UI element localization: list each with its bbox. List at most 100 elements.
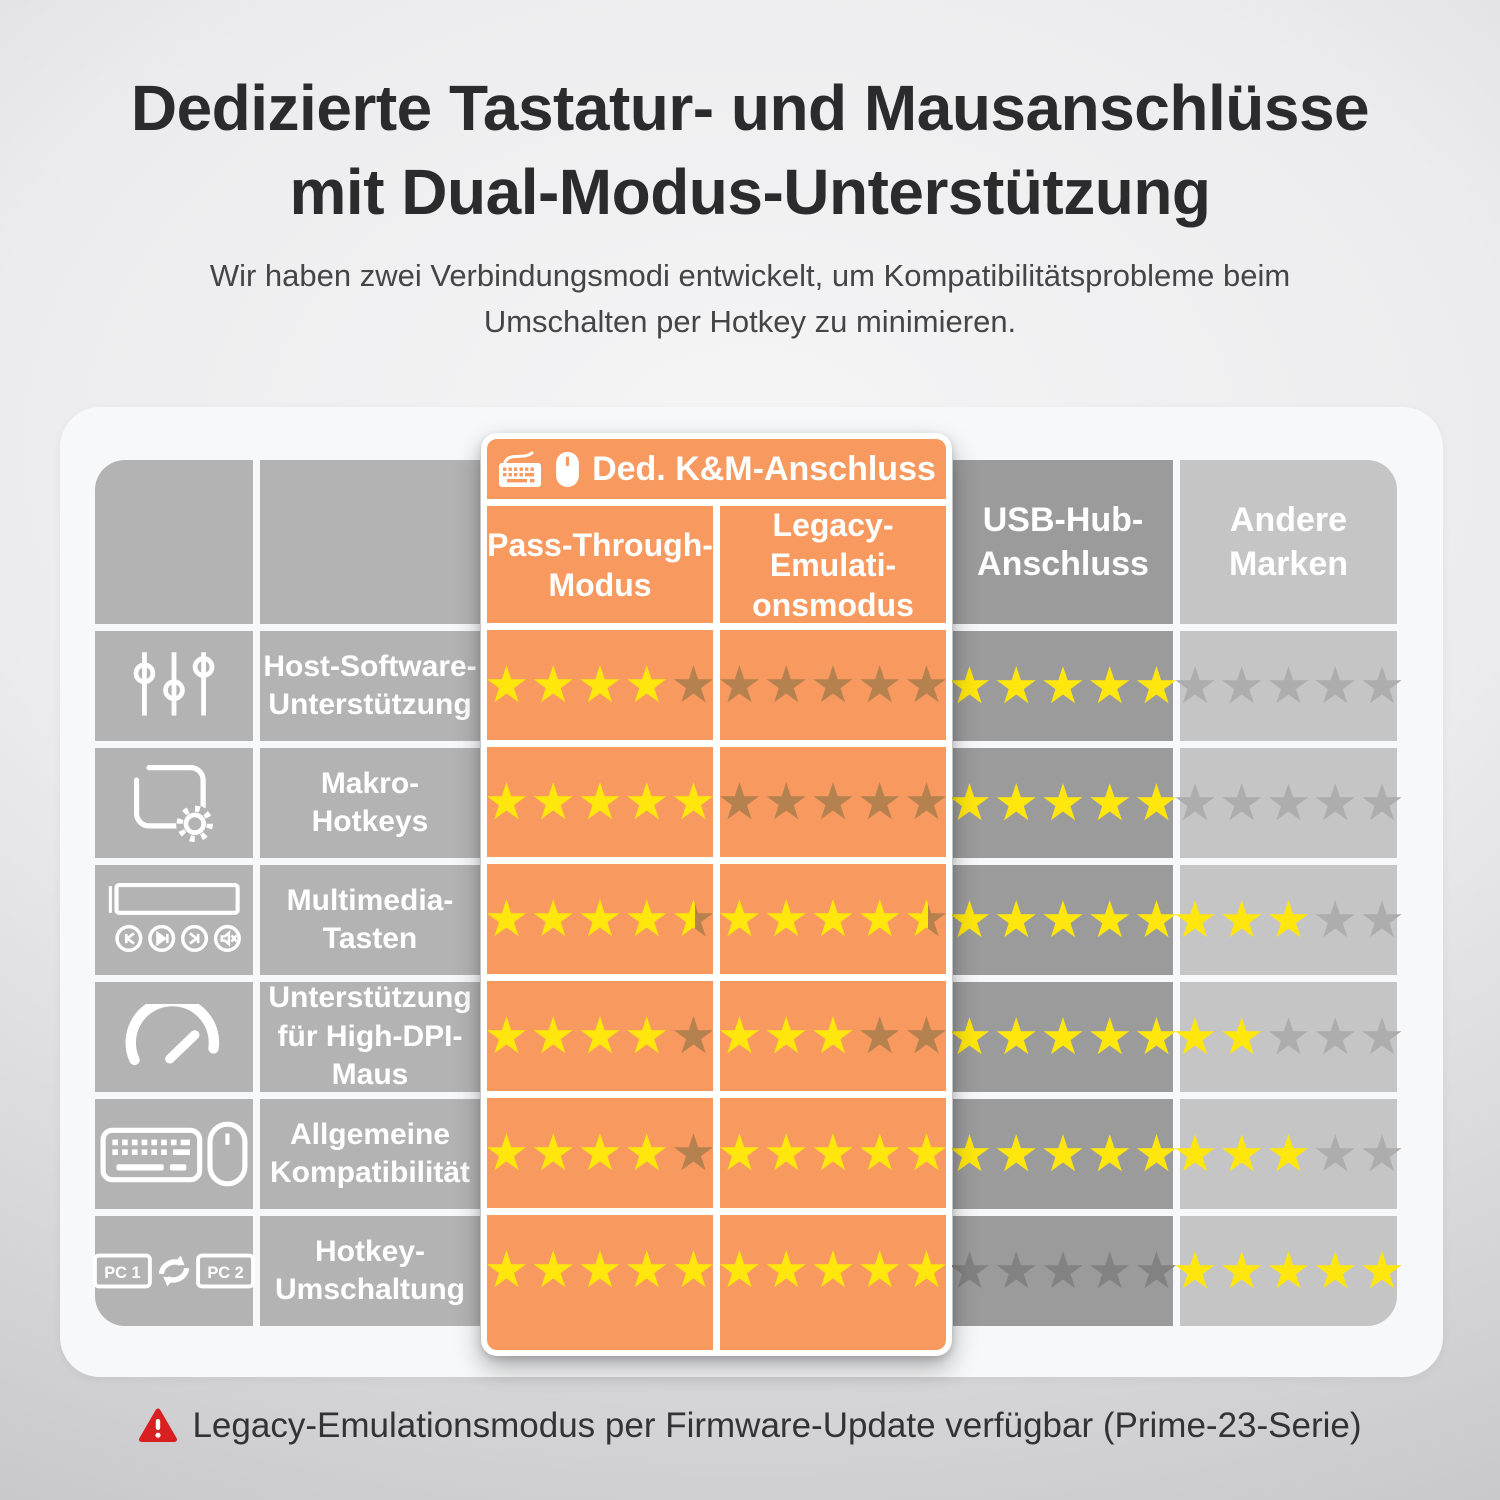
multimedia-keys-icon [106,881,242,959]
feature-label: Hotkey- Umschaltung [274,1234,466,1306]
star-icon: ★ [1359,656,1405,716]
header-spacer-icon-col [95,460,253,624]
keyboard-icon [497,449,543,489]
star-icon: ★ [1172,773,1218,833]
star-icon: ★ [903,1240,950,1300]
star-icon: ★ [623,1006,670,1066]
column-header-pass-through: Pass-Through- Modus [487,506,713,623]
star-icon: ★ [1312,890,1359,950]
star-icon: ★ [856,655,903,715]
column-header-usb-hub-label: USB-Hub- Anschluss [977,500,1149,583]
rating-cell-pass-through: ★ ★ ★ ★ ★ [484,747,716,857]
column-header-other-brands-label: Andere Marken [1228,500,1349,583]
star-icon: ★ [1040,1241,1086,1301]
svg-text:PC 1: PC 1 [104,1264,140,1282]
star-icon: ★ [763,1240,810,1300]
column-header-legacy-emulation: Legacy- Emulati- onsmodus [720,506,946,623]
star-icon: ★ [1086,1124,1133,1184]
star-icon: ★ [763,1006,810,1066]
column-header-pass-through-label: Pass-Through- Modus [487,526,713,603]
star-icon: ★ [483,1006,530,1066]
star-rating: ★ ★ ★ ★ ★ [947,1012,1180,1063]
star-icon: ★ [623,772,670,832]
star-rating: ★ ★ ★ ★ ★ ★ [717,894,950,945]
star-rating: ★ ★ ★ ★ ★ ★ [484,894,717,945]
star-icon: ★ [1086,773,1133,833]
star-rating: ★ ★ ★ ★ ★ [947,661,1180,712]
star-icon: ★ [903,772,950,832]
star-rating: ★ ★ ★ ★ ★ [717,1128,950,1179]
feature-label-cell: Hotkey- Umschaltung [260,1216,480,1326]
rating-cell-legacy-emulation: ★ ★ ★ ★ ★ ★ [717,864,949,974]
star-icon: ★ [483,1240,530,1300]
star-rating: ★ ★ ★ ★ ★ [947,1129,1180,1180]
star-icon: ★ [577,1006,623,1066]
star-rating: ★ ★ ★ ★ ★ [947,778,1180,829]
star-icon: ★ [577,889,623,949]
star-icon: ★ [1265,1124,1312,1184]
star-icon: ★ ★ [670,889,717,949]
feature-label: Unterstützung für High-DPI- Maus [268,981,472,1092]
star-icon: ★ [763,655,810,715]
rating-cell-usb-hub: ★ ★ ★ ★ ★ [947,748,1179,858]
feature-icon-cell [95,748,253,858]
feature-icon-cell: PC 1 PC 2 [93,1216,255,1326]
hero-section: Dedizierte Tastatur- und Mausanschlüsse … [0,66,1500,346]
star-rating: ★ ★ ★ ★ ★ [484,660,717,711]
column-header-usb-hub: USB-Hub- Anschluss [953,460,1173,624]
rating-cell-other-brands: ★ ★ ★ ★ ★ [1172,1216,1405,1326]
rating-cell-pass-through: ★ ★ ★ ★ ★ [483,981,716,1091]
star-rating: ★ ★ ★ ★ ★ [947,895,1180,946]
rating-cell-other-brands: ★ ★ ★ ★ ★ [1172,982,1405,1092]
column-header-other-brands: Andere Marken [1180,460,1397,624]
feature-label-cell: Unterstützung für High-DPI- Maus [260,981,480,1092]
star-icon: ★ [623,1240,670,1300]
star-rating: ★ ★ ★ ★ ★ [1172,1129,1405,1180]
group-header-km-label: Ded. K&M-Anschluss [592,449,936,488]
star-icon: ★ [1086,656,1133,716]
star-icon: ★ [483,1123,530,1183]
star-icon: ★ [670,655,717,715]
star-icon: ★ [716,1240,763,1300]
star-icon: ★ [946,1007,993,1067]
rating-cell-pass-through: ★ ★ ★ ★ ★ [483,1215,716,1350]
star-icon: ★ [716,1123,763,1183]
feature-icon-cell [95,865,253,975]
group-header-km: Ded. K&M-Anschluss [487,439,946,499]
keyboard-mouse-icon [100,1121,248,1187]
star-icon: ★ [1312,773,1359,833]
star-rating: ★ ★ ★ ★ ★ [1172,1246,1405,1297]
rating-cell-other-brands: ★ ★ ★ ★ ★ [1172,1099,1405,1209]
star-icon: ★ [946,1241,993,1301]
star-rating: ★ ★ ★ ★ ★ [1172,1012,1405,1063]
star-icon: ★ [763,772,810,832]
svg-text:PC 2: PC 2 [207,1264,243,1282]
star-icon: ★ [1265,773,1312,833]
feature-label-cell: Host-Software- Unterstützung [260,631,480,741]
feature-label: Allgemeine Kompatibilität [270,1117,470,1189]
star-icon: ★ [810,772,856,832]
star-icon: ★ [856,1006,903,1066]
star-icon: ★ [1312,1241,1359,1301]
star-icon: ★ [946,890,993,950]
star-icon: ★ [1172,1124,1218,1184]
comparison-card: USB-Hub- Anschluss Andere Marken Host-So… [60,407,1443,1377]
star-icon: ★ [670,1006,717,1066]
star-icon: ★ ★ [903,889,950,949]
rating-cell-usb-hub: ★ ★ ★ ★ ★ [947,865,1179,975]
star-icon: ★ [1312,1007,1359,1067]
star-icon: ★ [856,889,903,949]
feature-label-cell: Multimedia- Tasten [260,865,480,975]
star-icon: ★ [810,1123,856,1183]
rating-cell-pass-through: ★ ★ ★ ★ ★ [484,630,716,740]
star-rating: ★ ★ ★ ★ ★ [484,777,717,828]
star-icon: ★ [483,655,530,715]
star-icon: ★ [810,889,856,949]
rating-cell-legacy-emulation: ★ ★ ★ ★ ★ [716,1215,949,1350]
star-icon: ★ [530,1123,577,1183]
star-icon: ★ [716,1006,763,1066]
rating-cell-usb-hub: ★ ★ ★ ★ ★ [947,982,1179,1092]
feature-label: Multimedia- Tasten [286,883,454,955]
half-star-fill: ★ [903,893,929,945]
star-icon: ★ [1133,773,1180,833]
